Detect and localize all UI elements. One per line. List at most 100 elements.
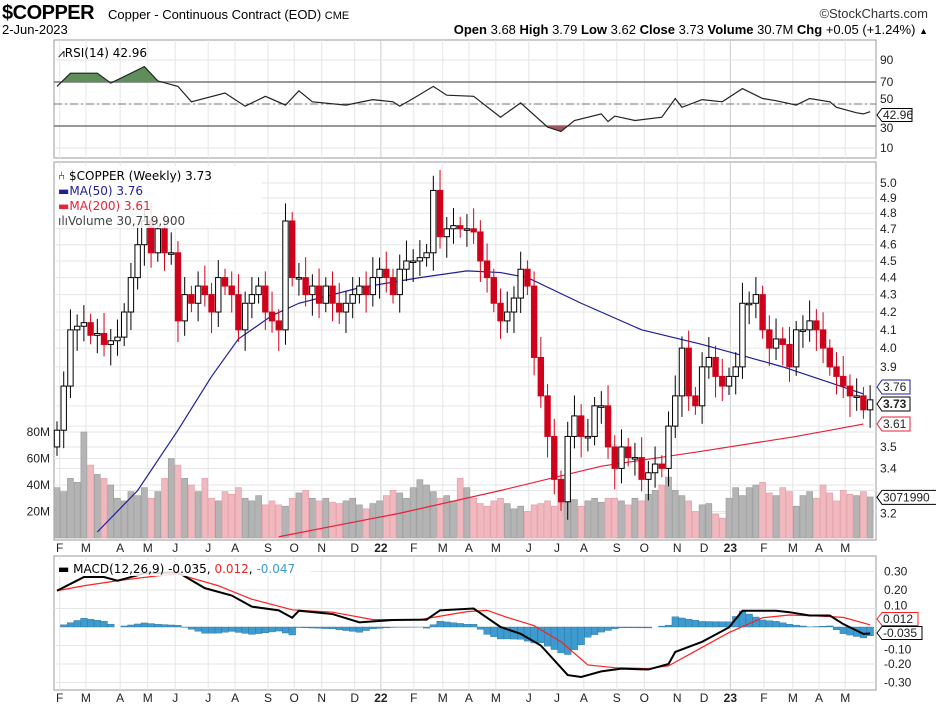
candle-body <box>154 228 162 254</box>
candle-body <box>504 311 511 322</box>
ohlc-summary: Open 3.68 High 3.79 Low 3.62 Close 3.73 … <box>454 22 928 37</box>
month-label: F <box>760 541 767 555</box>
candle-body <box>645 472 652 480</box>
candle-body <box>685 347 692 397</box>
candlestick <box>658 455 665 478</box>
macd-histogram-bar <box>228 626 236 632</box>
candle-body <box>416 257 424 262</box>
volume-bar <box>167 458 175 539</box>
close-value-label: 3.73 <box>883 397 907 411</box>
ma200-value-label: 3.61 <box>883 417 907 431</box>
candlestick <box>315 268 323 319</box>
macd-histogram-bar <box>718 621 726 628</box>
candle-body <box>121 311 128 338</box>
close-value: 3.73 <box>678 22 704 37</box>
volume-bar <box>194 491 202 539</box>
volume-bar <box>853 495 860 539</box>
candle-body <box>248 294 256 304</box>
macd-histogram-bar <box>362 626 370 631</box>
candle-body <box>651 463 659 474</box>
macd-histogram-bar <box>154 624 162 628</box>
macd-histogram-bar <box>376 626 384 629</box>
volume-bar <box>248 500 256 539</box>
volume-bar <box>73 482 81 539</box>
candlestick <box>174 241 182 342</box>
volume-bar <box>510 508 518 539</box>
candlestick <box>362 271 370 313</box>
month-label: M <box>81 691 91 705</box>
candle-body <box>860 395 867 411</box>
candlestick <box>121 303 128 347</box>
rsi-tick-label: 50 <box>880 92 894 106</box>
candlestick <box>376 257 383 299</box>
volume-bar <box>772 495 780 539</box>
candle-body <box>60 385 67 431</box>
volume-bar <box>315 500 323 539</box>
candlestick <box>416 240 424 276</box>
rsi-tick-label: 10 <box>880 141 894 155</box>
candlestick <box>604 385 612 459</box>
candle-body <box>450 225 457 230</box>
volume-bar <box>288 497 296 539</box>
legend-bg <box>56 166 262 228</box>
candlestick <box>530 271 538 376</box>
volume-bar <box>745 487 753 539</box>
open-label: Open <box>453 22 487 37</box>
macd-histogram-bar <box>671 616 679 628</box>
month-label: F <box>56 541 63 555</box>
month-label: O <box>640 691 649 705</box>
candle-body <box>181 294 188 322</box>
candlestick <box>80 305 88 342</box>
volume-bar <box>806 491 813 539</box>
candlestick <box>168 232 175 265</box>
candle-body <box>557 478 565 503</box>
month-label: M <box>788 691 798 705</box>
volume-bar <box>241 497 249 539</box>
macd-histogram-bar <box>449 622 458 628</box>
candlestick <box>551 418 558 495</box>
month-label: F <box>760 691 767 705</box>
month-label: A <box>815 541 823 555</box>
candle-body <box>302 277 309 296</box>
macd-histogram-bar <box>107 623 115 628</box>
volume-bar <box>214 500 222 539</box>
volume-value: 30.7M <box>757 22 794 37</box>
volume-bar <box>786 491 793 539</box>
candle-body <box>73 325 81 331</box>
candle-body <box>275 320 282 331</box>
month-label: J <box>554 691 560 705</box>
candle-body <box>719 375 726 387</box>
candlestick <box>678 336 686 417</box>
candlestick <box>618 429 625 484</box>
candle-body <box>362 285 370 296</box>
volume-bar <box>255 495 262 539</box>
macd-histogram-bar <box>826 625 834 628</box>
candlestick <box>127 262 135 330</box>
candlestick <box>719 358 726 402</box>
close-value-tag <box>876 396 911 412</box>
candle-body <box>497 302 504 322</box>
macd-histogram-bar <box>429 624 437 628</box>
month-label: 23 <box>724 691 738 705</box>
symbol-description: Copper - Continuous Contract (EOD) CME <box>108 7 349 22</box>
volume-bar <box>67 478 74 539</box>
macd-histogram-bar <box>712 621 720 628</box>
candlestick <box>194 271 202 322</box>
candle-body <box>766 329 773 349</box>
sep: , <box>207 562 215 576</box>
volume-label: Volume <box>707 22 754 37</box>
macd-legend-value: ▬ MACD(12,26,9) -0.035 <box>58 562 207 576</box>
volume-bar <box>692 511 699 539</box>
candlestick <box>504 291 511 333</box>
candle-body <box>322 285 330 304</box>
volume-bar <box>483 505 491 539</box>
candle-body <box>336 302 343 313</box>
candlestick <box>457 216 464 238</box>
candlestick <box>436 170 444 249</box>
month-label: S <box>264 541 272 555</box>
candlestick <box>692 387 699 415</box>
candlestick <box>349 277 356 319</box>
rsi-value-label: 42.96 <box>883 108 913 122</box>
macd-histogram-bar <box>315 626 323 629</box>
macd-histogram-bar <box>134 623 142 628</box>
